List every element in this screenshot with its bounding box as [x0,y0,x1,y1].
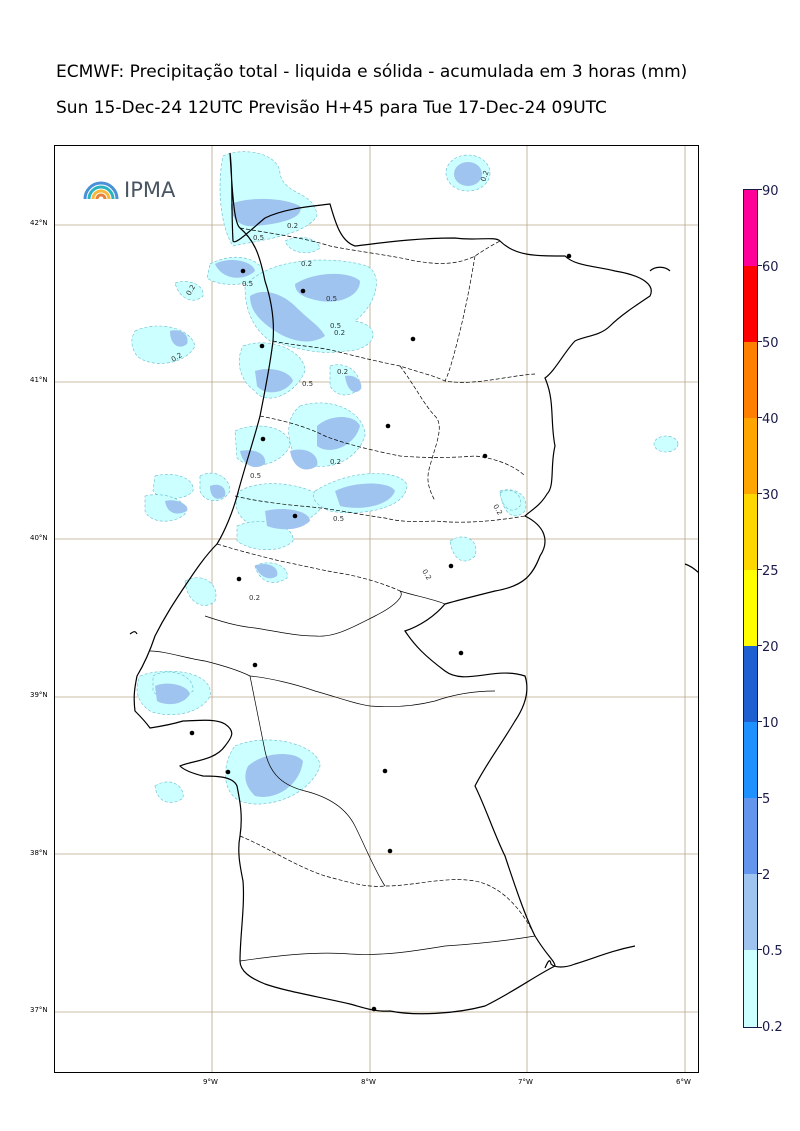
lon-label-8w: 8°W [361,1078,376,1086]
colorbar-label: 90 [762,184,779,199]
colorbar-label: 40 [762,412,779,427]
ipma-logo: IPMA [82,178,175,202]
map-title: ECMWF: Precipitação total - liquida e só… [56,62,688,82]
colorbar-segment [744,646,757,722]
contour-label: 0.5 [242,280,253,288]
colorbar-segment [744,418,757,494]
colorbar-tick [758,265,762,266]
rainbow-logo-icon [83,181,119,200]
contour-label: 0.5 [333,515,344,523]
colorbar-tick [758,1027,762,1028]
lat-label-38: 38°N [30,849,48,857]
colorbar-segment [744,494,757,570]
map-svg: 0.2 0.2 0.5 0.2 0.2 0.5 0.5 0.5 0.2 0.2 … [55,146,698,1072]
contour-label: 0.2 [301,260,312,268]
colorbar [743,189,758,1028]
contour-label: 0.2 [330,458,341,466]
colorbar-label: 25 [762,564,779,579]
colorbar-tick [758,645,762,646]
city-markers [189,253,572,1012]
colorbar-label: 20 [762,640,779,655]
colorbar-tick [758,417,762,418]
colorbar-tick [758,797,762,798]
graticule [55,146,698,1072]
coastline [129,152,698,1015]
map-subtitle: Sun 15-Dec-24 12UTC Previsão H+45 para T… [56,98,607,118]
contour-label: 0.2 [334,329,345,337]
colorbar-segment [744,874,757,950]
colorbar-tick [758,873,762,874]
colorbar-tick [758,949,762,950]
colorbar-label: 50 [762,336,779,351]
logo-text: IPMA [124,178,176,202]
lon-label-9w: 9°W [203,1078,218,1086]
contour-label: 0.2 [479,169,490,182]
lon-label-7w: 7°W [518,1078,533,1086]
colorbar-label: 60 [762,260,779,275]
contour-label: 0.2 [287,222,298,230]
contour-label: 0.2 [249,594,260,602]
lat-label-42: 42°N [30,219,48,227]
colorbar-tick [758,569,762,570]
colorbar-tick [758,493,762,494]
lat-label-39: 39°N [30,691,48,699]
lat-label-41: 41°N [30,376,48,384]
colorbar-segment [744,950,757,1027]
contour-label: 0.5 [250,472,261,480]
colorbar-tick [758,189,762,190]
precip-medium-areas [155,162,482,797]
colorbar-segment [744,798,757,874]
colorbar-label: 5 [762,792,771,807]
contour-label: 0.5 [253,234,264,242]
lon-label-6w: 6°W [676,1078,691,1086]
colorbar-label: 30 [762,488,779,503]
contour-label: 0.2 [491,503,503,517]
contour-label: 0.5 [330,322,341,330]
precipitation-map: 0.2 0.2 0.5 0.2 0.2 0.5 0.5 0.5 0.2 0.2 … [54,145,699,1073]
lat-label-40: 40°N [30,534,48,542]
contour-label: 0.5 [302,380,313,388]
colorbar-label: 10 [762,716,779,731]
colorbar-label: 2 [762,868,771,883]
contour-label: 0.2 [337,368,348,376]
lat-label-37: 37°N [30,1006,48,1014]
colorbar-tick [758,341,762,342]
colorbar-tick [758,721,762,722]
colorbar-segment [744,722,757,798]
contour-label: 0.2 [420,568,432,582]
contour-label-group: 0.2 0.2 0.5 0.2 0.2 0.5 0.5 0.5 0.2 0.2 … [170,169,504,602]
district-borders [149,227,536,962]
colorbar-segment [744,570,757,646]
colorbar-segment [744,266,757,342]
contour-label: 0.5 [326,295,337,303]
colorbar-segment [744,342,757,418]
colorbar-segment [744,190,757,266]
colorbar-label: 0.5 [762,944,783,959]
colorbar-label: 0.2 [762,1020,783,1035]
